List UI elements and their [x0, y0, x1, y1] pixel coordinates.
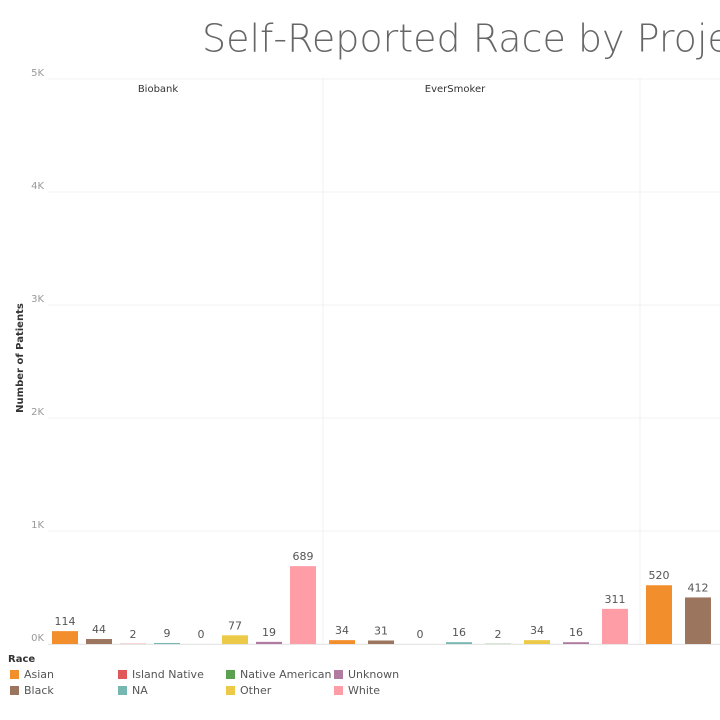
bar	[524, 640, 550, 644]
bar	[290, 566, 316, 644]
bar	[329, 640, 355, 644]
y-axis-label: Number of Patients	[15, 303, 26, 413]
bar	[52, 631, 78, 644]
data-label: 31	[374, 624, 388, 637]
y-tick-label: 0K	[31, 633, 44, 644]
y-tick-label: 2K	[31, 407, 44, 418]
data-label: 2	[495, 628, 502, 641]
y-tick-label: 3K	[31, 294, 44, 305]
bar	[154, 642, 180, 644]
y-tick-label: 5K	[31, 68, 44, 79]
legend-swatch	[118, 670, 127, 679]
panel-header: EverSmoker	[425, 84, 486, 95]
data-label: 9	[164, 627, 171, 640]
legend-swatch	[226, 686, 235, 695]
data-label: 16	[569, 626, 583, 639]
data-label: 0	[198, 628, 205, 641]
legend-swatch	[334, 686, 343, 695]
legend-label: White	[348, 684, 380, 697]
bar	[563, 642, 589, 644]
legend-swatch	[10, 686, 19, 695]
bar	[222, 635, 248, 644]
legend-label: Island Native	[132, 668, 204, 681]
data-label: 412	[688, 581, 709, 594]
bar	[86, 639, 112, 644]
legend-label: Unknown	[348, 668, 399, 681]
data-label: 520	[649, 569, 670, 582]
data-label: 34	[335, 624, 349, 637]
data-label: 311	[605, 593, 626, 606]
legend-swatch	[10, 670, 19, 679]
legend-label: Asian	[24, 668, 54, 681]
bar	[368, 640, 394, 644]
legend-title: Race	[8, 654, 35, 665]
legend-swatch	[118, 686, 127, 695]
legend-label: Other	[240, 684, 272, 697]
bar	[446, 642, 472, 644]
data-label: 2	[130, 628, 137, 641]
bar	[256, 641, 282, 644]
panel-header: Biobank	[138, 84, 179, 95]
legend-swatch	[226, 670, 235, 679]
y-tick-label: 4K	[31, 181, 44, 192]
data-label: 34	[530, 624, 544, 637]
bar	[602, 608, 628, 644]
data-label: 114	[55, 615, 76, 628]
bar	[685, 597, 711, 644]
data-label: 689	[293, 550, 314, 563]
y-tick-label: 1K	[31, 520, 44, 531]
chart-title: Self-Reported Race by Projec	[202, 17, 720, 61]
data-label: 16	[452, 626, 466, 639]
bar	[646, 585, 672, 644]
data-label: 0	[417, 628, 424, 641]
legend-label: Black	[24, 684, 54, 697]
legend-swatch	[334, 670, 343, 679]
legend-label: Native American	[240, 668, 331, 681]
data-label: 44	[92, 623, 106, 636]
data-label: 19	[262, 626, 276, 639]
legend-label: NA	[132, 684, 148, 697]
data-label: 77	[228, 619, 242, 632]
